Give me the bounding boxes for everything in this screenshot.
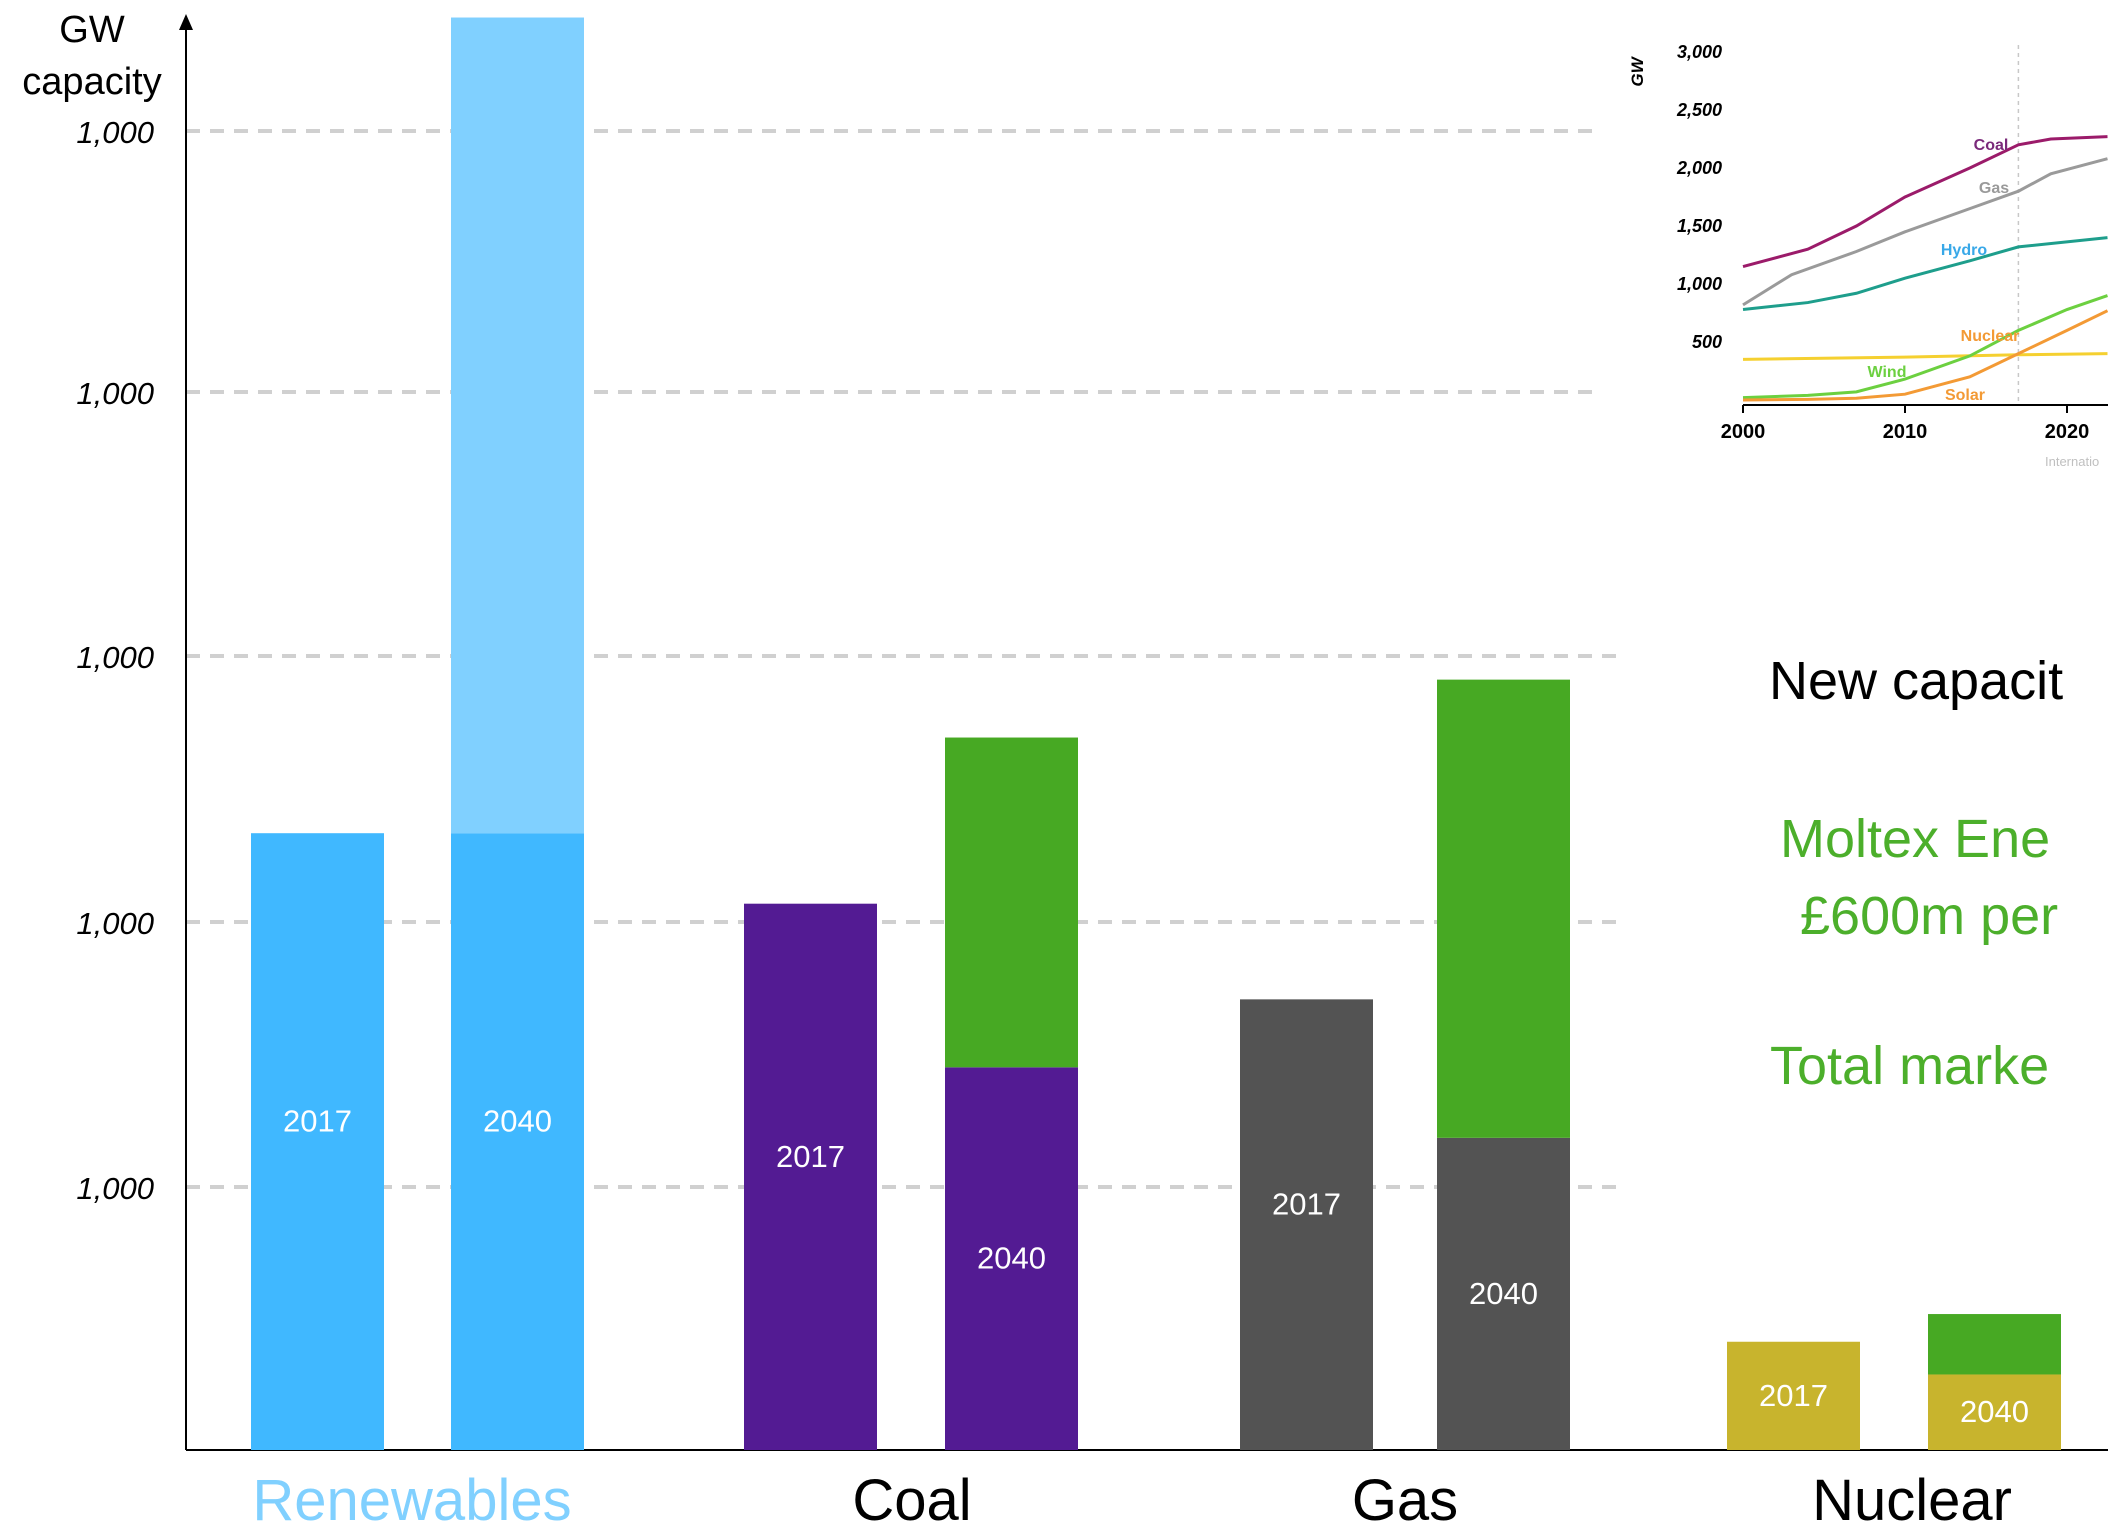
y-axis-label: GW [59, 9, 125, 51]
inset-x-tick: 2010 [1883, 421, 1928, 443]
inset-y-label: GW [1628, 55, 1647, 86]
bar-year-label: 2040 [483, 1104, 552, 1139]
bar-segment-base [451, 833, 584, 1450]
inset-y-tick: 1,500 [1677, 216, 1722, 236]
bar-year-label: 2017 [776, 1139, 845, 1174]
inset-y-tick: 1,000 [1677, 274, 1722, 294]
bar-year-label: 2017 [283, 1104, 352, 1139]
bar-segment-addition [451, 17, 584, 834]
y-tick-label: 1,000 [76, 640, 154, 675]
bar-segment-base [744, 903, 877, 1450]
inset-series-line [1742, 157, 2108, 307]
inset-series-line [1742, 236, 2108, 312]
bar-segment-addition [945, 737, 1078, 1068]
bar-year-label: 2040 [977, 1241, 1046, 1276]
bar-year-label: 2040 [1960, 1394, 2029, 1429]
y-tick-label: 1,000 [76, 1171, 154, 1206]
bar-year-label: 2017 [1272, 1187, 1341, 1222]
bar-segment-base [1437, 1137, 1570, 1450]
inset-y-tick: 2,500 [1676, 100, 1722, 120]
bar-year-label: 2040 [1469, 1276, 1538, 1311]
inset-series-label: Nuclear [1961, 328, 2020, 345]
bar-segment-base [251, 833, 384, 1450]
inset-x-tick: 2000 [1721, 421, 1766, 443]
inset-x-tick: 2020 [2045, 421, 2090, 443]
new-capacity-text: New capacit [1769, 651, 2064, 711]
bar-segment-base [1928, 1374, 2061, 1450]
inset-series-label: Gas [1979, 180, 2009, 197]
bar-segment-addition [1437, 679, 1570, 1138]
category-label: Renewables [252, 1468, 571, 1533]
moltex-text-line1: Moltex Ene [1780, 809, 2051, 869]
inset-y-tick: 500 [1692, 332, 1722, 352]
bar-segment-base [945, 1067, 1078, 1450]
inset-series-line [1742, 352, 2108, 361]
category-label: Nuclear [1812, 1468, 2012, 1533]
bar-segment-base [1727, 1341, 1860, 1450]
y-axis-arrow [179, 14, 193, 30]
y-axis-label: capacity [22, 61, 161, 103]
total-market-text: Total marke [1770, 1036, 2050, 1096]
inset-line-chart: GW 3,000 2,500 2,000 1,500 1,000 500 2000 2010 20… [1628, 42, 2108, 469]
bar-segment-base [1240, 999, 1373, 1450]
inset-series-label: Hydro [1941, 242, 1987, 259]
category-label: Gas [1352, 1468, 1458, 1533]
inset-series-label: Coal [1974, 137, 2009, 154]
y-tick-label: 1,000 [76, 115, 154, 150]
inset-series-line [1742, 309, 2108, 402]
inset-series-line [1742, 294, 2108, 400]
inset-series-label: Wind [1868, 364, 1907, 381]
inset-source-text: Internatio [2045, 454, 2099, 469]
inset-y-tick: 2,000 [1676, 158, 1722, 178]
inset-series-label: Solar [1945, 387, 1985, 404]
y-tick-label: 1,000 [76, 376, 154, 411]
bar-segment-addition [1928, 1314, 2061, 1375]
moltex-text-line2: £600m per [1800, 886, 2059, 946]
inset-series-line [1742, 135, 2108, 269]
y-tick-label: 1,000 [76, 906, 154, 941]
bar-year-label: 2017 [1759, 1378, 1828, 1413]
category-label: Coal [852, 1468, 971, 1533]
inset-y-tick: 3,000 [1677, 42, 1722, 62]
right-panel: New capacit Moltex Ene £600m per Total m… [1600, 0, 2108, 1533]
